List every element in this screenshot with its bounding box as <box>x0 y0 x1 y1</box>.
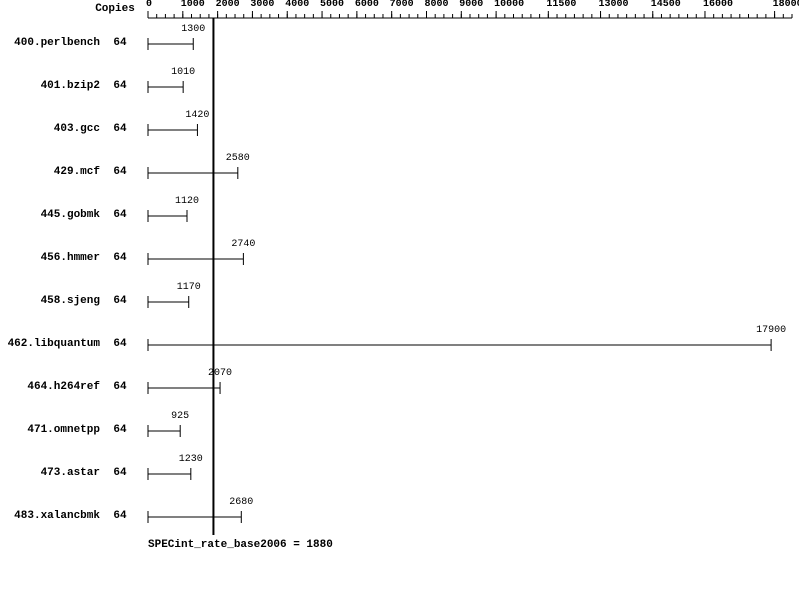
benchmark-name: 458.sjeng <box>0 295 100 307</box>
xaxis-tick-label: 3000 <box>250 0 274 10</box>
xaxis-tick-label: 9000 <box>459 0 483 10</box>
xaxis-tick-label: 13000 <box>599 0 629 10</box>
benchmark-name: 401.bzip2 <box>0 80 100 92</box>
copies-value: 64 <box>105 166 135 178</box>
copies-value: 64 <box>105 37 135 49</box>
copies-value: 64 <box>105 295 135 307</box>
baseline-label: SPECint_rate_base2006 = 1880 <box>148 539 333 551</box>
xaxis-tick-label: 5000 <box>320 0 344 10</box>
bar-value-label: 1170 <box>169 282 209 293</box>
xaxis-tick-label: 10000 <box>494 0 524 10</box>
benchmark-name: 403.gcc <box>0 123 100 135</box>
xaxis-tick-label: 7000 <box>390 0 414 10</box>
benchmark-name: 464.h264ref <box>0 381 100 393</box>
benchmark-name: 400.perlbench <box>0 37 100 49</box>
spec-chart: 0 1000 2000 3000 4000 5000 6000 7000 8000 9000 100… <box>0 0 799 606</box>
bar-value-label: 2070 <box>200 368 240 379</box>
bar-value-label: 2580 <box>218 153 258 164</box>
xaxis-tick-label: 4000 <box>285 0 309 10</box>
xaxis-tick-label: 8000 <box>424 0 448 10</box>
copies-value: 64 <box>105 381 135 393</box>
benchmark-name: 462.libquantum <box>0 338 100 350</box>
benchmark-name: 471.omnetpp <box>0 424 100 436</box>
bar-value-label: 2680 <box>221 497 261 508</box>
xaxis-tick-label: 14500 <box>651 0 681 10</box>
copies-value: 64 <box>105 80 135 92</box>
copies-value: 64 <box>105 510 135 522</box>
bar-value-label: 1300 <box>173 24 213 35</box>
benchmark-name: 483.xalancbmk <box>0 510 100 522</box>
copies-value: 64 <box>105 123 135 135</box>
bar-value-label: 1420 <box>177 110 217 121</box>
benchmark-name: 445.gobmk <box>0 209 100 221</box>
bar-value-label: 2740 <box>223 239 263 250</box>
xaxis-tick-label: 1000 <box>181 0 205 10</box>
xaxis-tick-label: 0 <box>146 0 152 10</box>
xaxis-tick-label: 18000 <box>773 0 799 10</box>
benchmark-name: 429.mcf <box>0 166 100 178</box>
xaxis-tick-label: 11500 <box>546 0 576 10</box>
copies-header: Copies <box>90 3 140 15</box>
copies-value: 64 <box>105 252 135 264</box>
xaxis-tick-label: 6000 <box>355 0 379 10</box>
benchmark-name: 473.astar <box>0 467 100 479</box>
bar-value-label: 1010 <box>163 67 203 78</box>
copies-value: 64 <box>105 424 135 436</box>
bar-value-label: 925 <box>160 411 200 422</box>
copies-value: 64 <box>105 467 135 479</box>
bar-value-label: 1120 <box>167 196 207 207</box>
bar-value-label: 1230 <box>171 454 211 465</box>
xaxis-tick-label: 16000 <box>703 0 733 10</box>
bar-value-label: 17900 <box>751 325 791 336</box>
copies-value: 64 <box>105 338 135 350</box>
copies-value: 64 <box>105 209 135 221</box>
benchmark-name: 456.hmmer <box>0 252 100 264</box>
xaxis-tick-label: 2000 <box>216 0 240 10</box>
